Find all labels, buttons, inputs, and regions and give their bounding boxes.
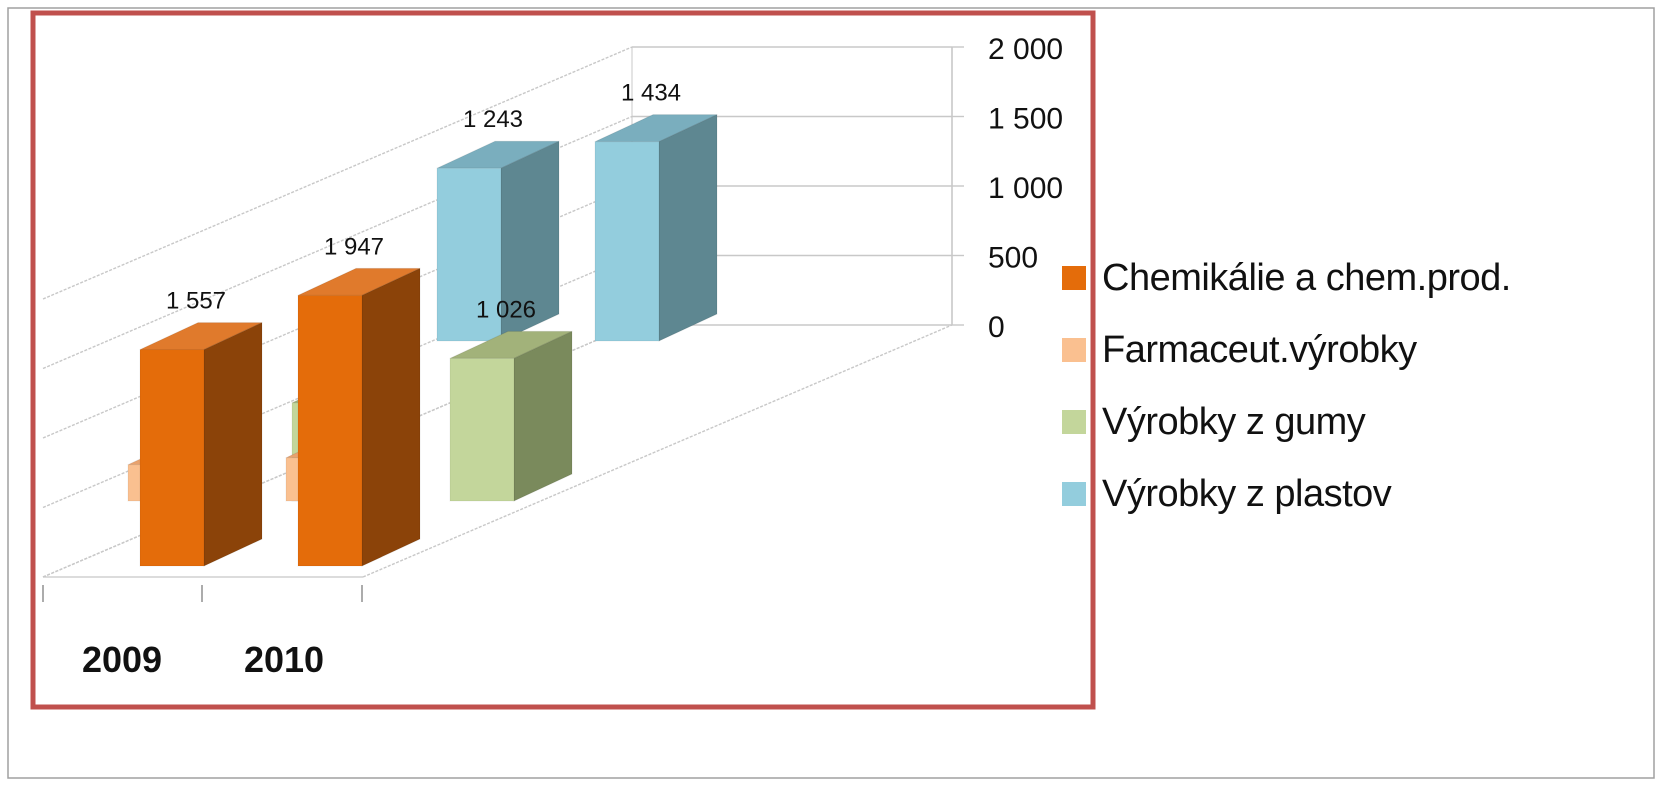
- legend-label: Farmaceut.výrobky: [1102, 328, 1417, 371]
- legend-item-farmaceut: Farmaceut.výrobky: [1062, 314, 1511, 386]
- bar-side: [361, 267, 421, 567]
- legend-swatch-gumy: [1062, 410, 1086, 434]
- data-label: 1 026: [476, 296, 536, 323]
- data-label: 1 947: [324, 233, 384, 260]
- legend-label: Výrobky z gumy: [1102, 400, 1366, 443]
- plot-frame: [30, 10, 1096, 710]
- data-label: 1 557: [166, 288, 226, 315]
- legend-item-gumy: Výrobky z gumy: [1062, 386, 1511, 458]
- legend-item-chemikalie: Chemikálie a chem.prod.: [1062, 242, 1511, 314]
- bar: [594, 141, 660, 342]
- bar: [297, 294, 363, 567]
- x-tick-label: 2009: [82, 639, 162, 680]
- bar-side: [658, 113, 718, 342]
- legend-swatch-plastov: [1062, 482, 1086, 506]
- y-tick-label: 2 000: [988, 33, 1063, 66]
- left-wall-gridline: [42, 46, 633, 300]
- y-tick-label: 0: [988, 311, 1005, 344]
- y-tick-label: 1 500: [988, 103, 1063, 136]
- data-label: 1 243: [463, 106, 523, 133]
- y-tick-label: 1 000: [988, 172, 1063, 205]
- legend-label: Výrobky z plastov: [1102, 472, 1392, 515]
- legend: Chemikálie a chem.prod. Farmaceut.výrobk…: [1062, 242, 1511, 530]
- legend-swatch-farmaceut: [1062, 338, 1086, 362]
- x-tick-label: 2010: [244, 639, 324, 680]
- legend-swatch-chemikalie: [1062, 266, 1086, 290]
- floor-right-edge: [362, 324, 953, 578]
- data-label: 1 434: [621, 80, 681, 107]
- bar: [449, 357, 515, 502]
- outer-border: [7, 7, 1655, 779]
- bar-side: [513, 330, 573, 502]
- legend-item-plastov: Výrobky z plastov: [1062, 458, 1511, 530]
- legend-label: Chemikálie a chem.prod.: [1102, 256, 1511, 299]
- y-tick-label: 500: [988, 242, 1038, 275]
- bar-side: [203, 321, 263, 567]
- bar: [436, 167, 502, 342]
- bar: [139, 349, 205, 567]
